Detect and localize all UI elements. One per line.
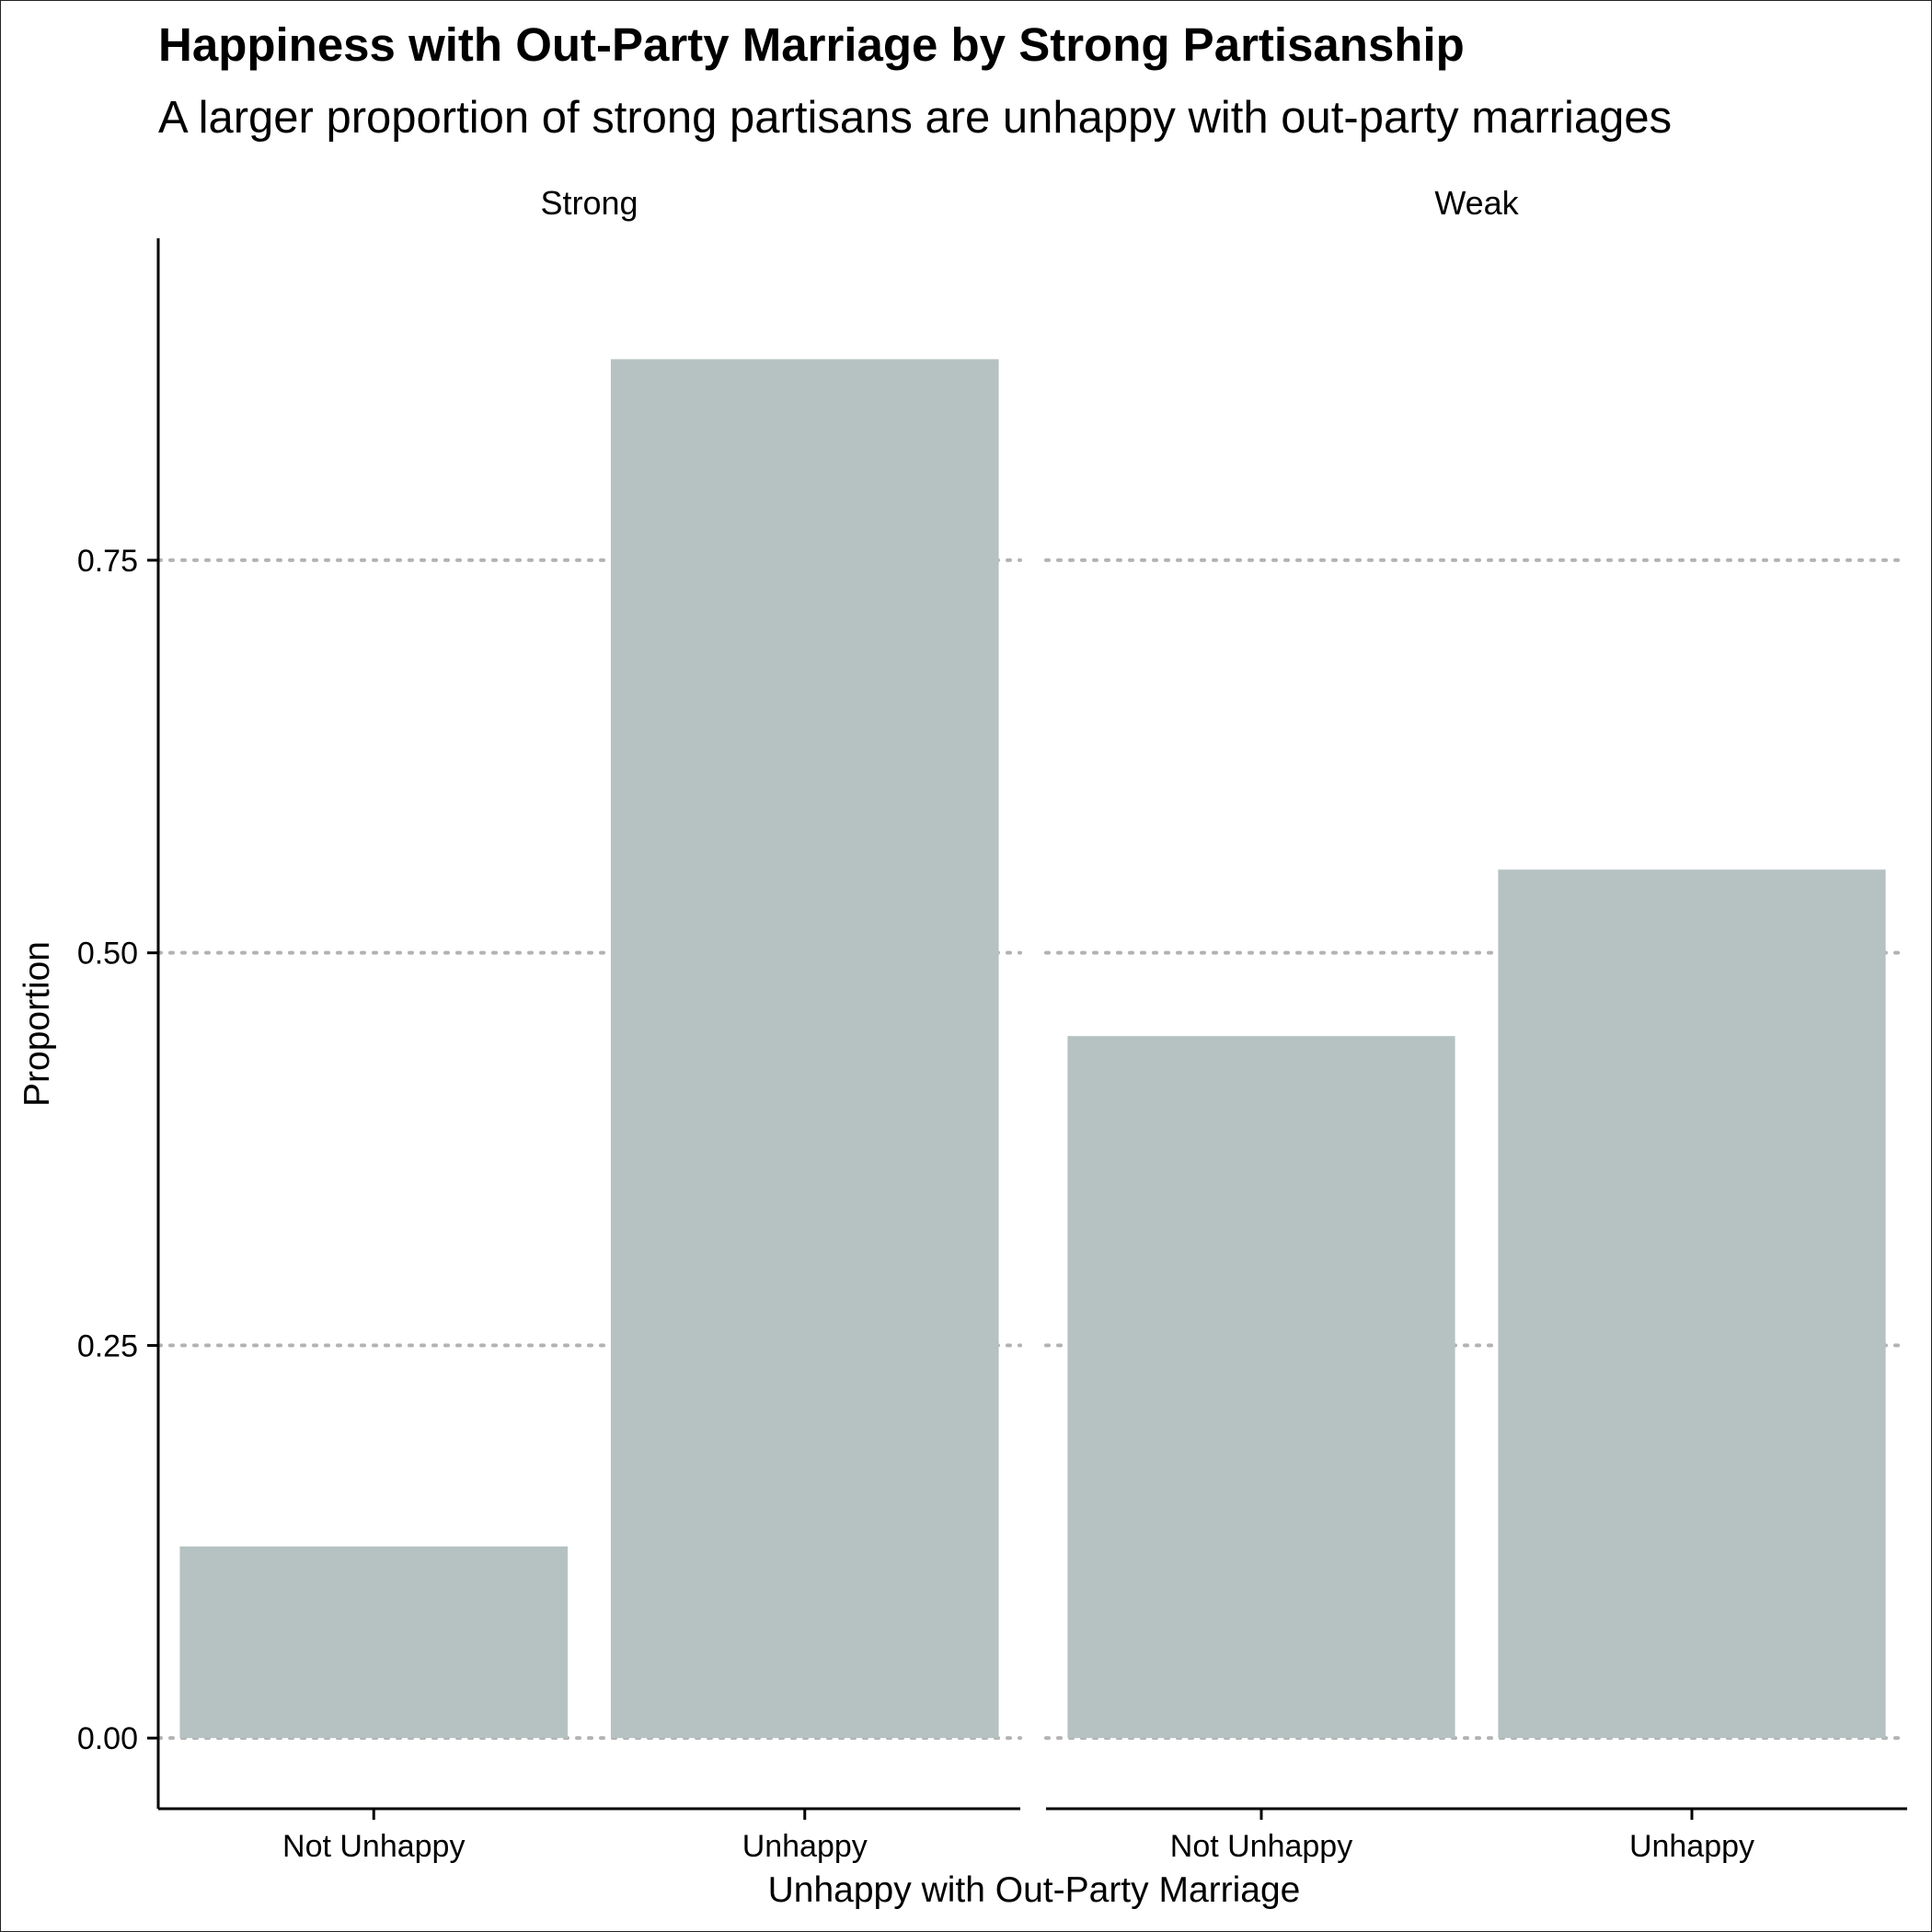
y-tick-label: 0.50 bbox=[77, 937, 138, 972]
x-tick-label: Unhappy bbox=[742, 1829, 868, 1864]
facet-panel-strong: Not Unhappy Unhappy Strong bbox=[158, 184, 1020, 1864]
bar-strong-not-unhappy bbox=[179, 1547, 568, 1738]
plot-area: Not Unhappy Unhappy Strong Not Unhappy Unhap… bbox=[77, 184, 1907, 1864]
x-tick-label: Not Unhappy bbox=[282, 1829, 465, 1864]
bar-weak-not-unhappy bbox=[1067, 1036, 1455, 1738]
y-tick-label: 0.00 bbox=[77, 1721, 138, 1756]
y-tick-label: 0.75 bbox=[77, 544, 138, 579]
y-tick-label: 0.25 bbox=[77, 1328, 138, 1363]
bar-weak-unhappy bbox=[1498, 869, 1885, 1738]
chart-title: Happiness with Out-Party Marriage by Str… bbox=[158, 18, 1465, 71]
x-tick-label: Unhappy bbox=[1629, 1829, 1754, 1864]
x-tick-label: Not Unhappy bbox=[1170, 1829, 1352, 1864]
facet-panel-weak: Not Unhappy Unhappy Weak bbox=[1046, 184, 1907, 1864]
facet-strip-label: Strong bbox=[540, 184, 638, 222]
x-axis-title: Unhappy with Out-Party Marriage bbox=[768, 1870, 1301, 1910]
chart-subtitle: A larger proportion of strong partisans … bbox=[158, 93, 1672, 143]
y-axis-title: Proportion bbox=[17, 941, 57, 1107]
bar-strong-unhappy bbox=[611, 359, 999, 1738]
facet-strip-label: Weak bbox=[1434, 184, 1519, 222]
